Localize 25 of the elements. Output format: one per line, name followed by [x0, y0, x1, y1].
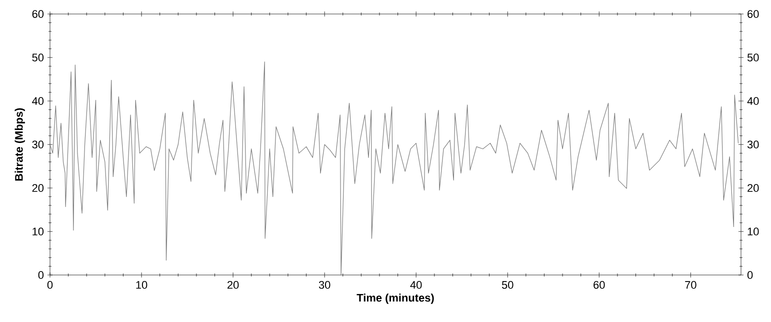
y-tick-label: 20 — [32, 184, 44, 192]
x-tick-label: 40 — [410, 281, 422, 289]
x-tick-label: 50 — [502, 281, 514, 289]
y-tick-label: 0 — [38, 271, 44, 279]
y-tick-label: 10 — [32, 228, 44, 236]
x-tick-label: 60 — [594, 281, 605, 289]
y-tick-label: 60 — [32, 10, 44, 18]
y2-tick-label: 20 — [748, 184, 759, 192]
y2-tick-label: 50 — [747, 54, 759, 62]
y2-tick-label: 60 — [748, 10, 759, 18]
x-tick-label: 10 — [136, 281, 148, 289]
x-tick-label: 20 — [228, 281, 239, 289]
y2-tick-label: 40 — [747, 97, 759, 105]
y2-tick-label: 30 — [747, 140, 759, 148]
y2-tick-label: 0 — [747, 271, 753, 279]
x-tick-label: 30 — [318, 281, 330, 289]
x-tick-label: 70 — [685, 281, 696, 289]
y-axis-title: Bitrate (Mbps) — [14, 108, 25, 181]
y-tick-label: 50 — [32, 54, 44, 62]
y2-tick-label: 10 — [748, 228, 759, 236]
line-series — [50, 62, 739, 275]
x-tick-label: 0 — [47, 281, 53, 289]
x-axis-title: Time (minutes) — [356, 294, 434, 304]
y-tick-label: 30 — [32, 140, 44, 148]
y-tick-label: 40 — [32, 97, 44, 105]
